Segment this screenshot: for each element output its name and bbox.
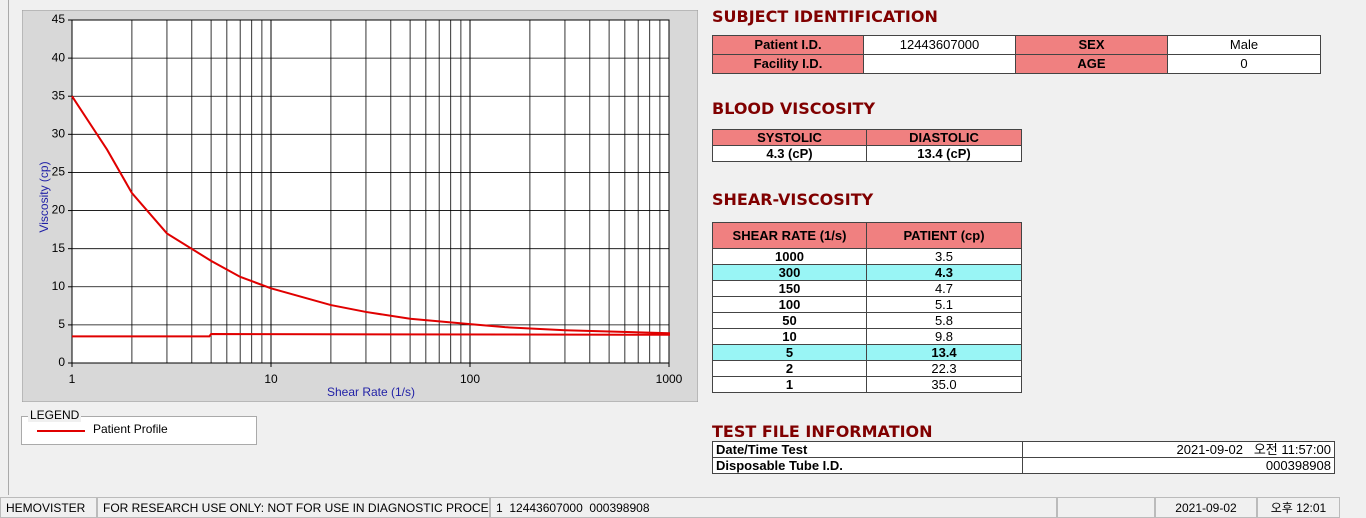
column-header: SHEAR RATE (1/s): [712, 222, 867, 249]
section-title: TEST FILE INFORMATION: [712, 422, 933, 441]
y-tick-label: 30: [52, 127, 66, 141]
value-cell: 5.1: [866, 296, 1022, 313]
field-value: Male: [1167, 35, 1321, 55]
x-tick-label: 100: [460, 372, 480, 386]
value-cell: 5.8: [866, 312, 1022, 329]
field-label: AGE: [1015, 54, 1168, 74]
value-cell: 4.3 (cP): [712, 145, 867, 162]
rate-cell: 2: [712, 360, 867, 377]
info-label: Disposable Tube I.D.: [712, 457, 1023, 474]
plot-area: [71, 19, 670, 364]
rate-cell: 100: [712, 296, 867, 313]
x-tick-label: 10: [264, 372, 278, 386]
legend-swatch: [37, 430, 85, 432]
rate-cell: 5: [712, 344, 867, 361]
field-label: Patient I.D.: [712, 35, 864, 55]
y-tick-label: 45: [52, 12, 66, 26]
value-cell: 35.0: [866, 376, 1022, 393]
rate-cell: 10: [712, 328, 867, 345]
value-cell: 4.7: [866, 280, 1022, 297]
legend-title: LEGEND: [28, 408, 82, 422]
y-tick-label: 40: [52, 50, 66, 64]
field-value: [863, 54, 1016, 74]
y-axis-label: Viscosity (cp): [37, 161, 51, 232]
data-line: [71, 95, 670, 338]
y-tick-label: 35: [52, 88, 66, 102]
rate-cell: 50: [712, 312, 867, 329]
chart-panel: Shear Rate (1/s) Viscosity (cp) 0 5 10 15 20…: [22, 10, 698, 402]
y-tick-label: 0: [58, 355, 65, 369]
x-axis-label: Shear Rate (1/s): [327, 385, 415, 399]
y-tick-label: 10: [52, 279, 66, 293]
value-cell: 3.5: [866, 248, 1022, 265]
section-title: BLOOD VISCOSITY: [712, 99, 876, 118]
status-cell: [1057, 497, 1155, 518]
y-tick-label: 25: [52, 165, 66, 179]
frame-line: [8, 0, 9, 495]
legend-label: Patient Profile: [93, 422, 168, 436]
rate-cell: 150: [712, 280, 867, 297]
field-label: SEX: [1015, 35, 1168, 55]
value-cell: 4.3: [866, 264, 1022, 281]
status-cell: 1 12443607000 000398908: [490, 497, 1057, 518]
info-label: Date/Time Test: [712, 441, 1023, 458]
y-tick-label: 20: [52, 203, 66, 217]
status-cell: 오후 12:01: [1257, 497, 1340, 518]
value-cell: 13.4: [866, 344, 1022, 361]
info-value: 2021-09-02 오전 11:57:00: [1022, 441, 1335, 458]
status-cell: HEMOVISTER: [0, 497, 97, 518]
x-tick-label: 1: [69, 372, 76, 386]
column-header: DIASTOLIC: [866, 129, 1022, 146]
info-value: 000398908: [1022, 457, 1335, 474]
field-label: Facility I.D.: [712, 54, 864, 74]
status-cell: 2021-09-02: [1155, 497, 1257, 518]
y-tick-label: 5: [58, 317, 65, 331]
value-cell: 9.8: [866, 328, 1022, 345]
value-cell: 13.4 (cP): [866, 145, 1022, 162]
y-tick-label: 15: [52, 241, 66, 255]
rate-cell: 1000: [712, 248, 867, 265]
value-cell: 22.3: [866, 360, 1022, 377]
section-title: SHEAR-VISCOSITY: [712, 190, 874, 209]
x-tick-label: 1000: [656, 372, 683, 386]
field-value: 12443607000: [863, 35, 1016, 55]
section-title: SUBJECT IDENTIFICATION: [712, 7, 938, 26]
field-value: 0: [1167, 54, 1321, 74]
rate-cell: 1: [712, 376, 867, 393]
column-header: SYSTOLIC: [712, 129, 867, 146]
status-cell: FOR RESEARCH USE ONLY: NOT FOR USE IN DI…: [97, 497, 490, 518]
column-header: PATIENT (cp): [866, 222, 1022, 249]
rate-cell: 300: [712, 264, 867, 281]
